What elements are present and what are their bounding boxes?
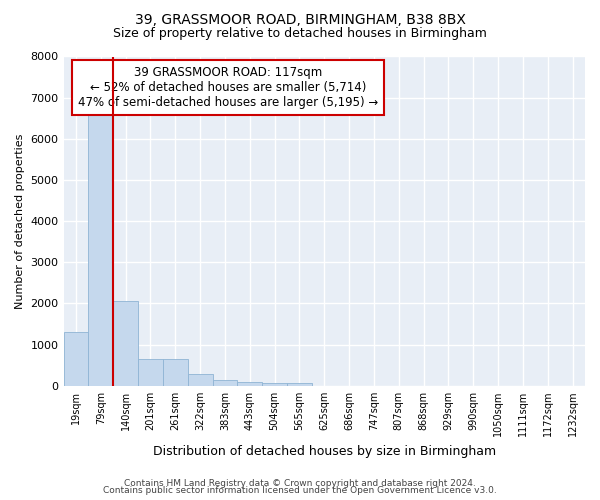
Text: Contains public sector information licensed under the Open Government Licence v3: Contains public sector information licen… [103, 486, 497, 495]
Text: 39 GRASSMOOR ROAD: 117sqm
← 52% of detached houses are smaller (5,714)
47% of se: 39 GRASSMOOR ROAD: 117sqm ← 52% of detac… [77, 66, 378, 110]
X-axis label: Distribution of detached houses by size in Birmingham: Distribution of detached houses by size … [153, 444, 496, 458]
Bar [163, 360, 188, 386]
Bar [64, 332, 88, 386]
Bar [238, 382, 262, 386]
Bar [287, 384, 312, 386]
Bar [262, 384, 287, 386]
Text: Size of property relative to detached houses in Birmingham: Size of property relative to detached ho… [113, 28, 487, 40]
Text: Contains HM Land Registry data © Crown copyright and database right 2024.: Contains HM Land Registry data © Crown c… [124, 478, 476, 488]
Text: 39, GRASSMOOR ROAD, BIRMINGHAM, B38 8BX: 39, GRASSMOOR ROAD, BIRMINGHAM, B38 8BX [134, 12, 466, 26]
Bar [188, 374, 212, 386]
Bar [88, 114, 113, 386]
Y-axis label: Number of detached properties: Number of detached properties [15, 134, 25, 309]
Bar [212, 380, 238, 386]
Bar [138, 360, 163, 386]
Bar [113, 301, 138, 386]
